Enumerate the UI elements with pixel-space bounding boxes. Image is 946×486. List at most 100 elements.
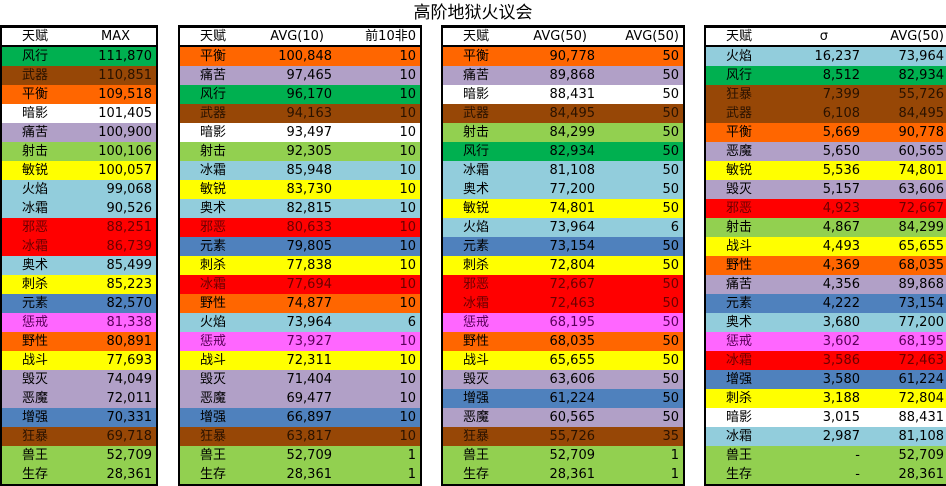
value2-cell[interactable]: 68,195: [898, 334, 945, 349]
spec-name-cell[interactable]: 敏锐: [200, 182, 227, 197]
value2-cell[interactable]: 50: [662, 258, 679, 273]
value2-cell[interactable]: 6: [670, 220, 679, 235]
table-row[interactable]: 恶魔 5,650 60,565: [706, 142, 946, 161]
value2-cell[interactable]: 10: [399, 258, 416, 273]
value2-cell[interactable]: 10: [399, 49, 416, 64]
spec-name-cell[interactable]: 惩戒: [200, 334, 227, 349]
value-cell[interactable]: 63,606: [549, 372, 596, 387]
spec-name-cell[interactable]: 恶魔: [22, 391, 49, 406]
value-cell[interactable]: 4,369: [822, 258, 860, 273]
value-cell[interactable]: 81,338: [106, 315, 153, 330]
spec-name-cell[interactable]: 邪恶: [726, 201, 753, 216]
spec-name-cell[interactable]: 平衡: [22, 87, 49, 102]
table-row[interactable]: 刺杀 3,188 72,804: [706, 389, 946, 408]
column-header[interactable]: AVG(50): [625, 29, 679, 44]
table-row[interactable]: 毁灭 63,606 50: [443, 370, 683, 389]
table-row[interactable]: 武器 6,108 84,495: [706, 104, 946, 123]
value-cell[interactable]: 88,431: [549, 87, 596, 102]
value2-cell[interactable]: 72,667: [898, 201, 945, 216]
table-row[interactable]: 冰霜 85,948 10: [180, 161, 420, 180]
value-cell[interactable]: 97,465: [286, 68, 333, 83]
table-row[interactable]: 冰霜 86,739: [2, 237, 156, 256]
value2-cell[interactable]: 52,709: [898, 448, 945, 463]
value2-cell[interactable]: 90,778: [898, 125, 945, 140]
value-cell[interactable]: 96,170: [286, 87, 333, 102]
value-cell[interactable]: 5,650: [822, 144, 860, 159]
spec-name-cell[interactable]: 恶魔: [726, 144, 753, 159]
spec-name-cell[interactable]: 冰霜: [22, 239, 49, 254]
value-cell[interactable]: 101,405: [98, 106, 152, 121]
spec-name-cell[interactable]: 狂暴: [463, 429, 490, 444]
value2-cell[interactable]: 10: [399, 334, 416, 349]
table-row[interactable]: 狂暴 63,817 10: [180, 427, 420, 446]
value-cell[interactable]: 72,667: [549, 277, 596, 292]
value2-cell[interactable]: 81,108: [898, 429, 945, 444]
value2-cell[interactable]: 50: [662, 296, 679, 311]
spec-name-cell[interactable]: 武器: [463, 106, 490, 121]
spec-name-cell[interactable]: 平衡: [726, 125, 753, 140]
value-cell[interactable]: 4,356: [822, 277, 860, 292]
value-cell[interactable]: 100,106: [98, 144, 152, 159]
spec-name-cell[interactable]: 增强: [726, 372, 753, 387]
spec-name-cell[interactable]: 射击: [463, 125, 490, 140]
spec-name-cell[interactable]: 元素: [200, 239, 227, 254]
value2-cell[interactable]: 72,804: [898, 391, 945, 406]
spec-name-cell[interactable]: 敏锐: [726, 163, 753, 178]
spec-name-cell[interactable]: 恶魔: [463, 410, 490, 425]
spec-name-cell[interactable]: 风行: [463, 144, 490, 159]
value2-cell[interactable]: 84,495: [898, 106, 945, 121]
value-cell[interactable]: 28,361: [286, 467, 333, 482]
value2-cell[interactable]: 10: [399, 201, 416, 216]
value-cell[interactable]: 100,057: [98, 163, 152, 178]
value-cell[interactable]: 4,493: [822, 239, 860, 254]
value-cell[interactable]: 77,838: [286, 258, 333, 273]
value-cell[interactable]: 94,163: [286, 106, 333, 121]
table-row[interactable]: 奥术 77,200 50: [443, 180, 683, 199]
spec-name-cell[interactable]: 暗影: [726, 410, 753, 425]
value2-cell[interactable]: 50: [662, 144, 679, 159]
table-row[interactable]: 元素 4,222 73,154: [706, 294, 946, 313]
value-cell[interactable]: 28,361: [549, 467, 596, 482]
spec-name-cell[interactable]: 刺杀: [726, 391, 753, 406]
value-cell[interactable]: 3,586: [822, 353, 860, 368]
value-cell[interactable]: 88,251: [106, 220, 153, 235]
value-cell[interactable]: 68,195: [549, 315, 596, 330]
table-row[interactable]: 痛苦 89,868 50: [443, 66, 683, 85]
table-row[interactable]: 兽王 52,709 1: [443, 446, 683, 465]
value2-cell[interactable]: 10: [399, 182, 416, 197]
spec-name-cell[interactable]: 平衡: [200, 49, 227, 64]
column-header[interactable]: AVG(10): [270, 29, 324, 44]
table-row[interactable]: 冰霜 3,586 72,463: [706, 351, 946, 370]
spec-name-cell[interactable]: 惩戒: [463, 315, 490, 330]
table-row[interactable]: 暗影 93,497 10: [180, 123, 420, 142]
value2-cell[interactable]: 50: [662, 334, 679, 349]
spec-name-cell[interactable]: 奥术: [22, 258, 49, 273]
value2-cell[interactable]: 35: [662, 429, 679, 444]
spec-name-cell[interactable]: 元素: [22, 296, 49, 311]
table-row[interactable]: 元素 82,570: [2, 294, 156, 313]
table-row[interactable]: 奥术 85,499: [2, 256, 156, 275]
value2-cell[interactable]: 50: [662, 182, 679, 197]
spec-name-cell[interactable]: 暗影: [200, 125, 227, 140]
value2-cell[interactable]: 10: [399, 296, 416, 311]
spec-name-cell[interactable]: 冰霜: [22, 201, 49, 216]
value2-cell[interactable]: 50: [662, 125, 679, 140]
value-cell[interactable]: 8,512: [822, 68, 860, 83]
table-row[interactable]: 元素 73,154 50: [443, 237, 683, 256]
table-row[interactable]: 恶魔 72,011: [2, 389, 156, 408]
value-cell[interactable]: 100,900: [98, 125, 152, 140]
spec-name-cell[interactable]: 冰霜: [200, 163, 227, 178]
spec-name-cell[interactable]: 战斗: [463, 353, 490, 368]
value-cell[interactable]: 52,709: [106, 448, 153, 463]
table-row[interactable]: 邪恶 80,633 10: [180, 218, 420, 237]
spec-name-cell[interactable]: 战斗: [726, 239, 753, 254]
value2-cell[interactable]: 68,035: [898, 258, 945, 273]
table-row[interactable]: 狂暴 55,726 35: [443, 427, 683, 446]
spec-name-cell[interactable]: 风行: [200, 87, 227, 102]
spec-name-cell[interactable]: 武器: [200, 106, 227, 121]
table-row[interactable]: 风行 111,870: [2, 47, 156, 66]
table-row[interactable]: 火焰 99,068: [2, 180, 156, 199]
value2-cell[interactable]: 10: [399, 163, 416, 178]
table-row[interactable]: 奥术 3,680 77,200: [706, 313, 946, 332]
spec-name-cell[interactable]: 冰霜: [463, 163, 490, 178]
